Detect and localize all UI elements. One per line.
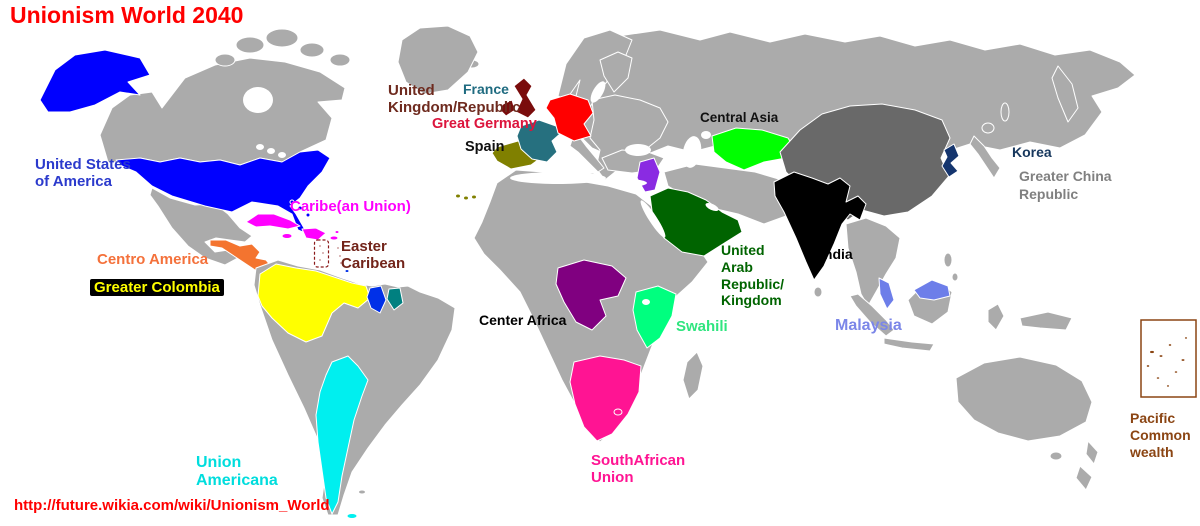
easter-caribean-region [313, 239, 350, 273]
easter-caribean-box [313, 239, 330, 268]
caribe-region [245, 213, 340, 241]
pacific-commonwealth-label: Pacific Common wealth [1130, 410, 1191, 460]
south-africa-region [569, 355, 642, 442]
spain-label: Spain [465, 139, 505, 155]
korea-label: Korea [1012, 144, 1052, 160]
union-americana-label: Union Americana [196, 454, 278, 490]
suriname-region [386, 287, 404, 311]
hudson-bay-great-lakes [243, 87, 286, 158]
seas [510, 81, 719, 238]
trinidad-island [344, 269, 350, 273]
australia-region [955, 356, 1099, 491]
caribe-union-label: Caribe(an Union) [290, 198, 411, 215]
falkland-islands [358, 489, 366, 495]
levant-region [636, 157, 661, 193]
india-label: India [820, 246, 853, 262]
swahili-region [632, 285, 677, 349]
uk-region [499, 77, 537, 119]
usa-region [39, 49, 331, 235]
usa-label: United States of America [35, 156, 131, 191]
india-region [773, 171, 867, 281]
guyana-region [366, 285, 387, 314]
swahili-label: Swahili [676, 318, 728, 335]
greater-china-label: Greater China Republic [1019, 168, 1112, 203]
central-asia-label: Central Asia [700, 110, 779, 125]
malaysia-region [878, 277, 951, 310]
greater-colombia-label: Greater Colombia [90, 279, 224, 297]
malaysia-label: Malaysia [835, 317, 902, 334]
center-africa-region [555, 259, 627, 331]
pacific-commonwealth-region [1140, 319, 1197, 398]
union-americana-region [315, 355, 369, 519]
map-title: Unionism World 2040 [10, 2, 244, 28]
germany-region [545, 93, 594, 142]
centro-america-label: Centro America [97, 251, 209, 268]
arabia-region [649, 187, 743, 257]
japan-region [969, 122, 1001, 179]
greenland-region [397, 25, 479, 95]
greater-colombia-region [257, 263, 371, 343]
source-url: http://future.wikia.com/wiki/Unionism_Wo… [14, 497, 330, 514]
pacific-box [1140, 319, 1197, 398]
canada-region [99, 28, 351, 166]
france-region [516, 119, 562, 163]
great-germany-label: Great Germany [432, 116, 537, 132]
center-africa-label: Center Africa [479, 312, 567, 328]
united-arab-label: United Arab Republic/ Kingdom [721, 242, 785, 309]
united-kingdom-label: United Kingdom/Republic [388, 82, 521, 117]
south-african-union-label: SouthAfrican Union [591, 452, 686, 487]
korea-region [941, 143, 960, 178]
france-label: France [463, 81, 509, 97]
easter-caribean-label: Easter Caribean [341, 238, 406, 273]
